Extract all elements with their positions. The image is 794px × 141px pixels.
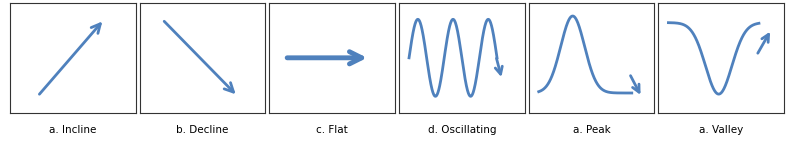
Text: c. Flat: c. Flat [316,125,348,135]
Text: a. Incline: a. Incline [49,125,96,135]
Text: a. Peak: a. Peak [572,125,611,135]
Text: d. Oscillating: d. Oscillating [428,125,496,135]
Text: b. Decline: b. Decline [176,125,229,135]
Text: a. Valley: a. Valley [699,125,743,135]
